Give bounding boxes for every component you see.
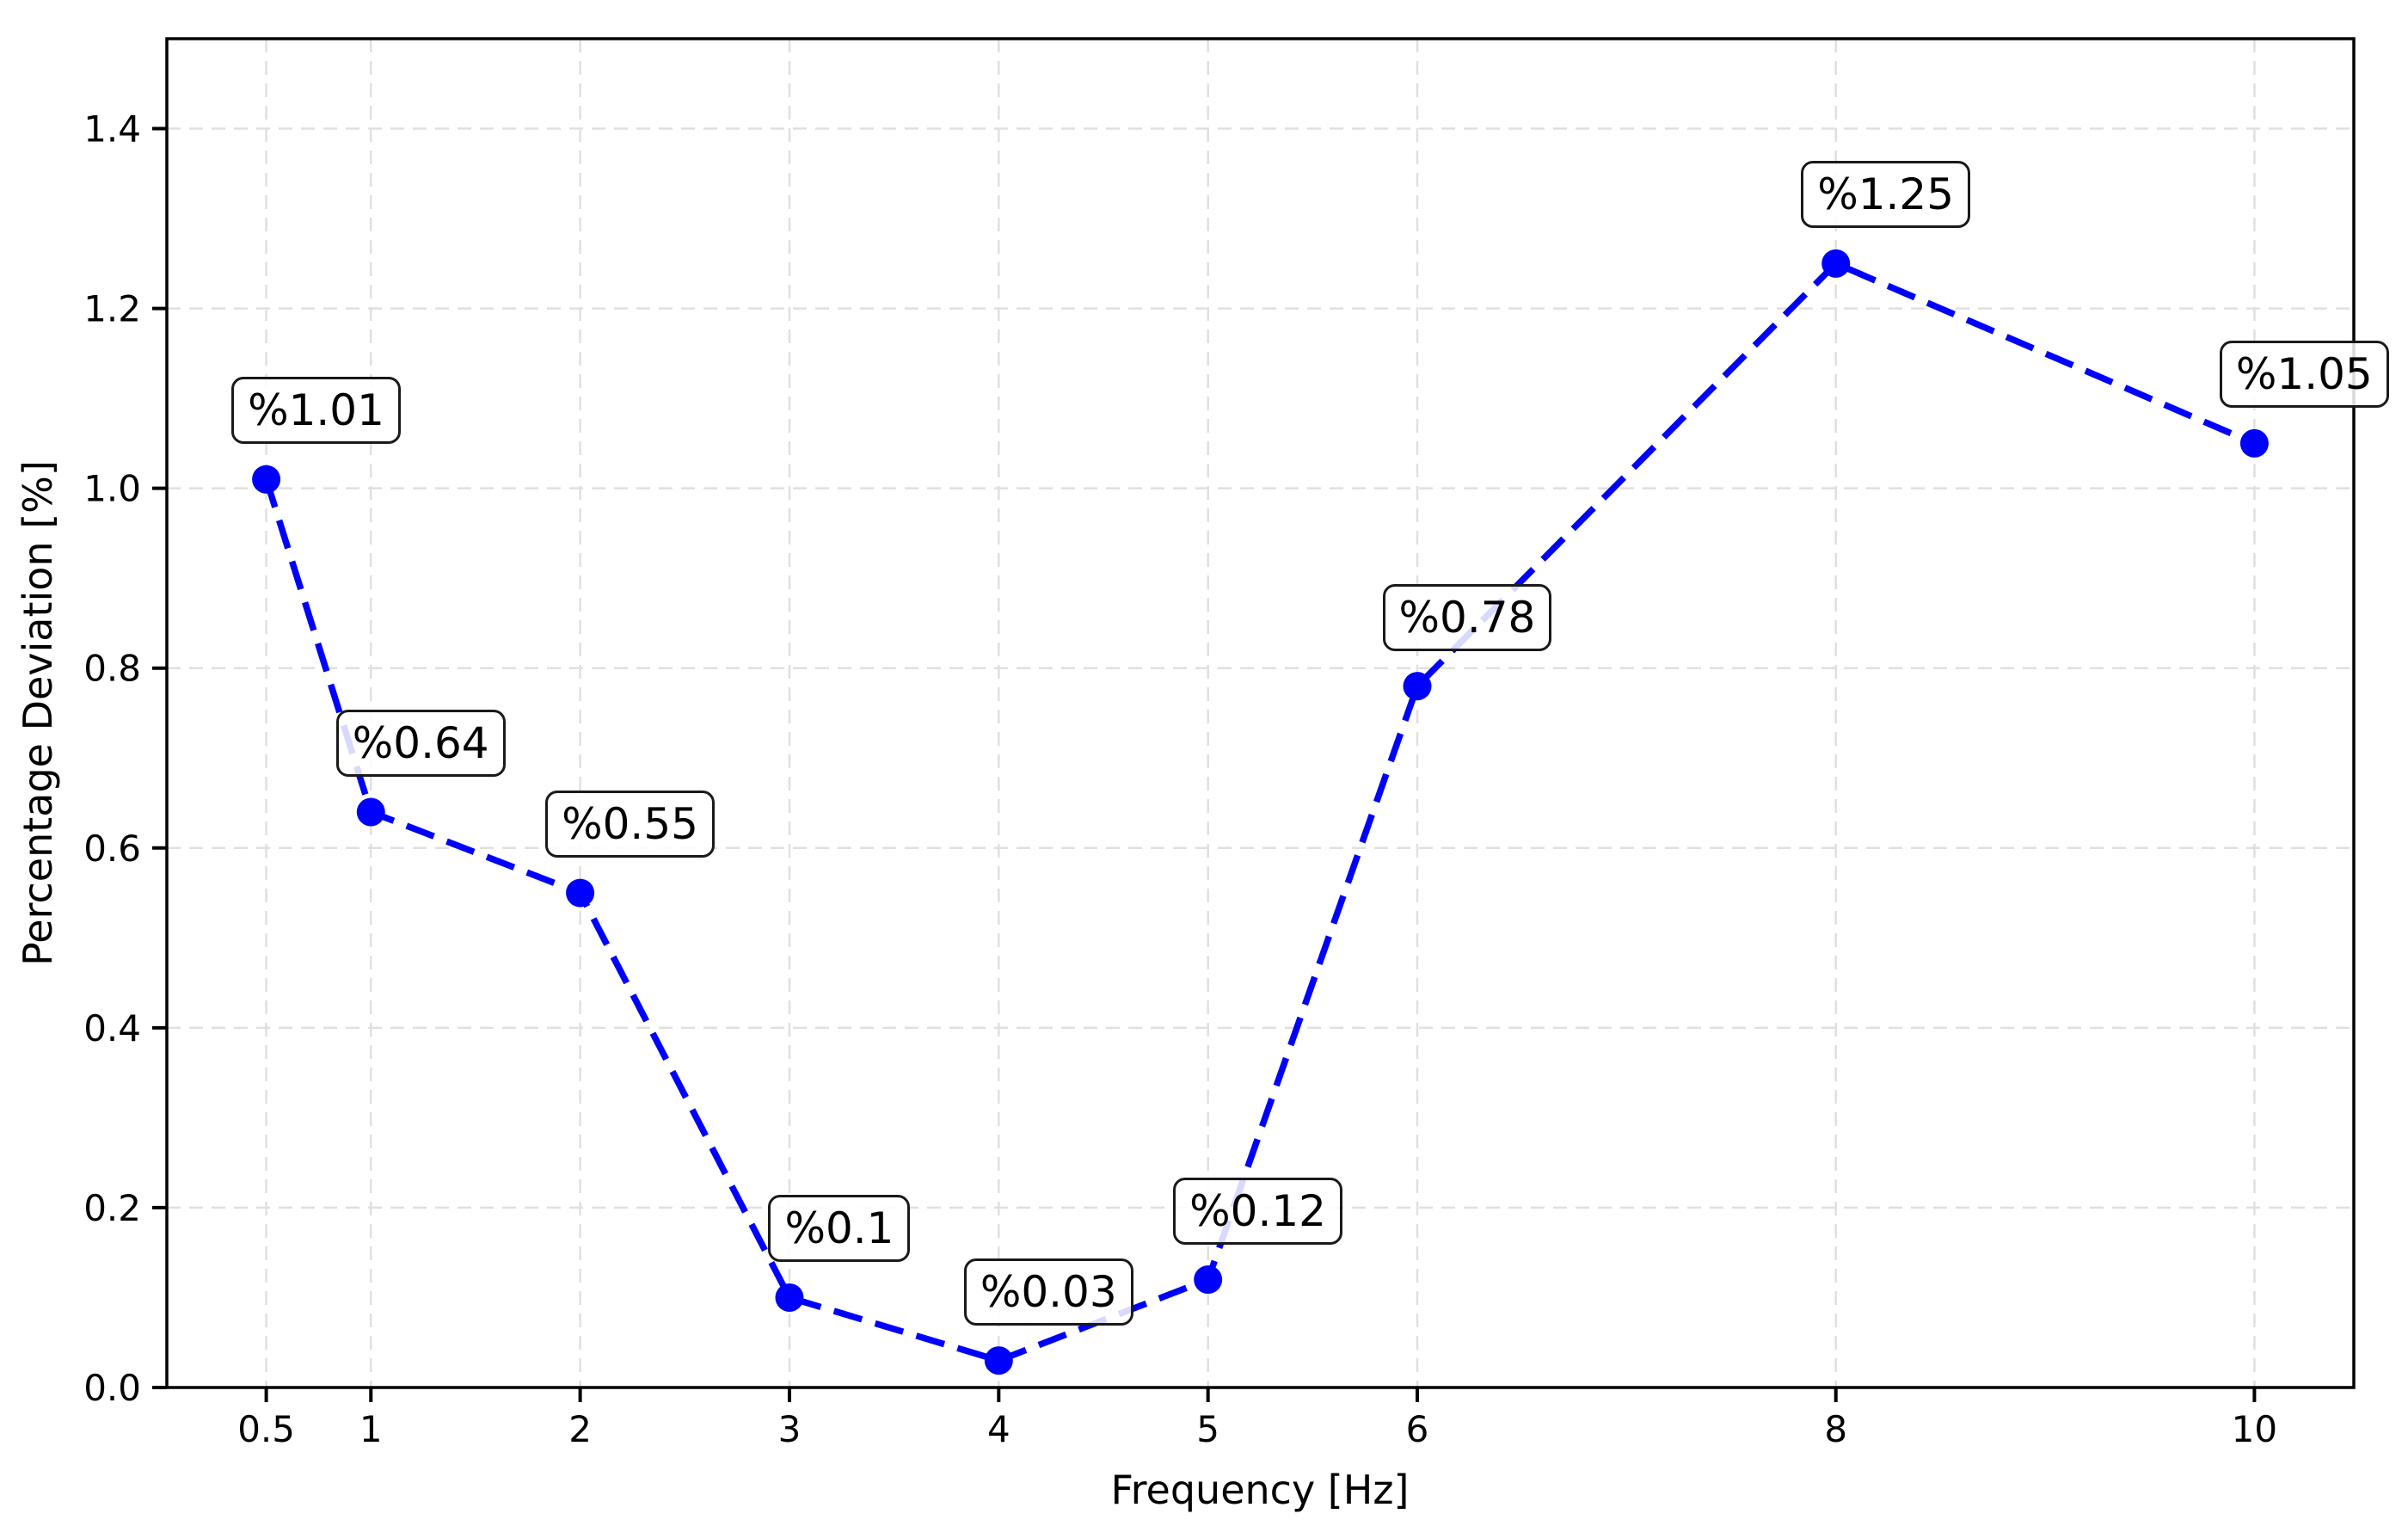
data-series-line	[263, 259, 2256, 1364]
data-point-marker	[1821, 249, 1851, 278]
y-tick-label: 1.4	[83, 108, 141, 151]
y-tick-label: 0.6	[83, 828, 141, 870]
x-tick-label: 5	[1196, 1408, 1219, 1450]
x-tick-label: 10	[2232, 1408, 2277, 1450]
y-tick-label: 0.2	[83, 1187, 141, 1229]
axes-layer	[152, 37, 2356, 1402]
x-tick-label: 0.5	[237, 1408, 295, 1450]
axes-frame	[165, 37, 2356, 1389]
y-tick-label: 0.4	[83, 1007, 141, 1049]
y-tick-label: 1.2	[83, 288, 141, 330]
tick-labels-layer: 0.5 1 2 3 4 5 6 8 10 0.0 0.2 0.4 0.6 0.8 1.0 1.2 1.4	[83, 108, 2277, 1450]
x-tick-label: 6	[1406, 1408, 1429, 1450]
data-point-marker	[775, 1283, 804, 1312]
data-point-marker	[1403, 672, 1432, 701]
y-tick-label: 0.8	[83, 648, 141, 690]
x-axis-label: Frequency [Hz]	[1111, 1467, 1410, 1513]
x-tick-label: 8	[1824, 1408, 1847, 1450]
x-tick-label: 2	[568, 1408, 592, 1450]
x-tick-label: 3	[778, 1408, 802, 1450]
data-point-marker	[1194, 1265, 1223, 1295]
data-point-marker	[2239, 428, 2269, 458]
data-point-marker	[566, 878, 595, 908]
grid-layer	[167, 39, 2354, 1389]
data-point-marker	[252, 465, 281, 494]
data-point-marker	[984, 1346, 1013, 1375]
y-tick-label: 0.0	[83, 1367, 141, 1409]
x-tick-label: 1	[359, 1408, 383, 1450]
y-axis-label: Percentage Deviation [%]	[15, 460, 61, 966]
x-tick-label: 4	[987, 1408, 1010, 1450]
data-series-layer	[252, 249, 2269, 1375]
data-point-marker	[356, 797, 385, 827]
y-tick-label: 1.0	[83, 468, 141, 510]
